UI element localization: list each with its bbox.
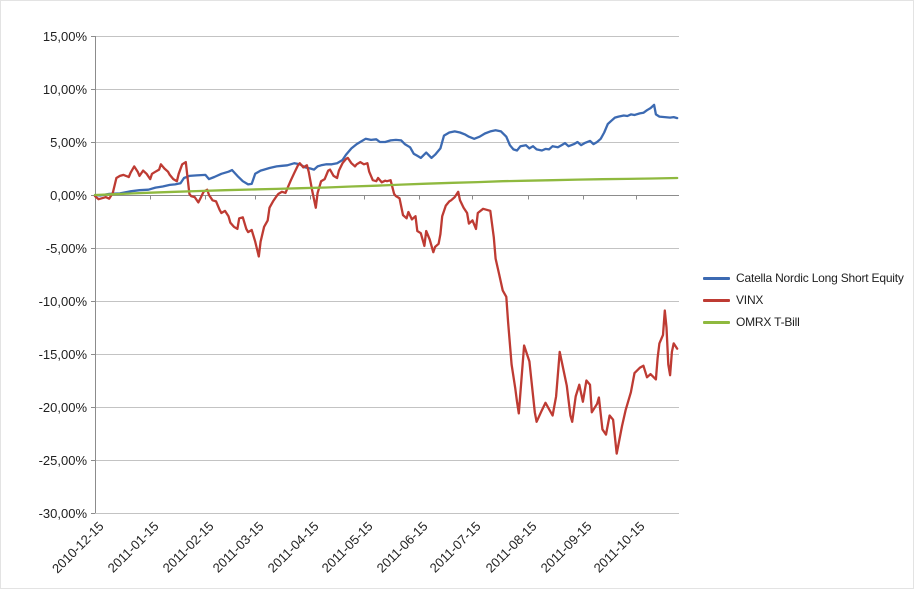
- y-axis-label: 5,00%: [50, 135, 87, 150]
- x-axis-label: 2011-02-15: [160, 519, 217, 576]
- x-axis-label: 2011-07-15: [427, 519, 484, 576]
- series-line-vinx: [93, 156, 679, 455]
- legend-label-vinx: VINX: [736, 293, 764, 307]
- legend-item-catella: Catella Nordic Long Short Equity: [703, 267, 904, 289]
- y-axis-label: -15,00%: [39, 347, 88, 362]
- x-axis-label: 2011-06-15: [374, 519, 431, 576]
- legend-swatch-catella-line: [703, 276, 730, 280]
- x-axis-label: 2011-10-15: [591, 519, 648, 576]
- x-axis-label: 2011-04-15: [265, 519, 322, 576]
- y-axis-label: -5,00%: [46, 241, 88, 256]
- y-axis-label: -10,00%: [39, 294, 88, 309]
- x-axis-label: 2011-09-15: [538, 519, 595, 576]
- legend-label-omrx: OMRX T-Bill: [736, 315, 800, 329]
- legend-label-catella: Catella Nordic Long Short Equity: [736, 271, 904, 285]
- legend: Catella Nordic Long Short Equity VINX OM…: [703, 267, 904, 333]
- y-axis-label: 15,00%: [43, 29, 88, 44]
- y-axis-label: 0,00%: [50, 188, 87, 203]
- legend-item-omrx: OMRX T-Bill: [703, 311, 904, 333]
- legend-swatch-vinx-line: [703, 298, 730, 302]
- x-axis-label: 2011-01-15: [105, 519, 162, 576]
- y-axis-label: -30,00%: [39, 506, 88, 521]
- series-line-omrx-t-bill: [93, 176, 679, 197]
- y-axis-label: -20,00%: [39, 400, 88, 415]
- y-axis-label: -25,00%: [39, 453, 88, 468]
- y-axis-label: 10,00%: [43, 82, 88, 97]
- legend-item-vinx: VINX: [703, 289, 904, 311]
- x-axis-label: 2010-12-15: [49, 519, 107, 577]
- x-axis-label: 2011-05-15: [319, 519, 376, 576]
- series-line-catella-nordic-long-short-equity: [93, 103, 679, 197]
- x-axis-label: 2011-08-15: [483, 519, 540, 576]
- legend-swatch-omrx-line: [703, 320, 730, 324]
- x-axis-label: 2011-03-15: [210, 519, 267, 576]
